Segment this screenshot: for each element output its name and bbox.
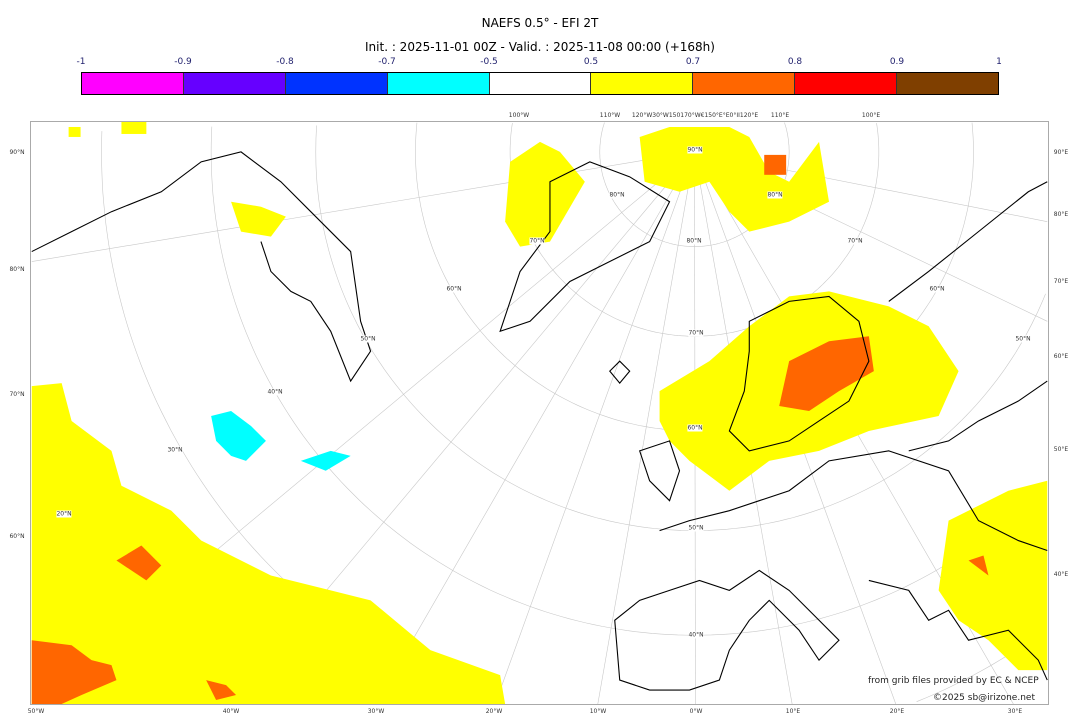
- colorbar-swatch: [693, 73, 796, 94]
- latitude-label: 70°N: [529, 237, 545, 245]
- latitude-label: 50°N: [688, 524, 704, 532]
- left-axis-label: 70°N: [9, 391, 25, 398]
- latitude-label: 40°N: [267, 388, 283, 396]
- latitude-label: 70°N: [847, 237, 863, 245]
- colorbar-swatch: [795, 73, 898, 94]
- right-axis-label: 50°E: [1053, 446, 1069, 453]
- meridian: [31, 151, 695, 262]
- latitude-label: 70°N: [688, 329, 704, 337]
- map-canvas: [31, 122, 1048, 704]
- colorbar-tick: -1: [76, 57, 86, 67]
- meridian: [375, 151, 695, 704]
- colorbar-swatch: [591, 73, 694, 94]
- colorbar-tick: 0.7: [685, 57, 701, 67]
- meridian: [597, 151, 695, 704]
- map-subtitle: Init. : 2025-11-01 00Z - Valid. : 2025-1…: [365, 40, 715, 54]
- latitude-label: 60°N: [929, 285, 945, 293]
- bottom-axis-label: 50°W: [27, 708, 45, 715]
- colorbar-swatch: [82, 73, 184, 94]
- right-axis-label: 80°E: [1053, 211, 1069, 218]
- latitude-label: 20°N: [56, 510, 72, 518]
- bottom-axis-label: 0°W: [689, 708, 703, 715]
- colorbar-tick: 0.8: [787, 57, 803, 67]
- top-axis-label: 120°W30°W150170°W€150°E°E0°II120°E: [631, 112, 759, 119]
- bottom-axis-label: 20°E: [889, 708, 905, 715]
- left-axis-label: 80°N: [9, 266, 25, 273]
- latitude-label: 50°N: [1015, 335, 1031, 343]
- bottom-axis-label: 30°W: [367, 708, 385, 715]
- latitude-label: 40°N: [688, 631, 704, 639]
- bottom-axis-label: 30°E: [1007, 708, 1023, 715]
- left-axis-label: 90°N: [9, 149, 25, 156]
- parallel: [210, 126, 1043, 636]
- colorbar-swatch: [489, 73, 592, 94]
- top-axis-label: 100°W: [508, 112, 530, 119]
- source-credit: from grib files provided by EC & NCEP: [868, 676, 1039, 686]
- bottom-axis-label: 10°W: [589, 708, 607, 715]
- top-axis-label: 110°E: [770, 112, 790, 119]
- right-axis-label: 90°E: [1053, 149, 1069, 156]
- efi-orange-areas: [31, 154, 989, 704]
- meridian: [494, 151, 695, 704]
- bottom-axis-label: 10°E: [785, 708, 801, 715]
- latitude-label: 80°N: [686, 237, 702, 245]
- map-title: NAEFS 0.5° - EFI 2T: [481, 16, 599, 30]
- latitude-label: 80°N: [767, 191, 783, 199]
- top-axis-label: 100°E: [861, 112, 881, 119]
- colorbar-swatch: [387, 73, 490, 94]
- colorbar-tick: 1: [996, 57, 1002, 67]
- colorbar-tick: -0.8: [276, 57, 294, 67]
- latitude-label: 90°N: [687, 146, 703, 154]
- latitude-label: 80°N: [609, 191, 625, 199]
- colorbar-tick: -0.9: [174, 57, 192, 67]
- parallel: [315, 125, 1046, 531]
- colorbar: [81, 72, 999, 95]
- bottom-axis-label: 20°W: [485, 708, 503, 715]
- colorbar-swatch: [897, 73, 999, 94]
- left-axis-label: 60°N: [9, 533, 25, 540]
- colorbar-swatch: [183, 73, 286, 94]
- bottom-axis-label: 40°W: [222, 708, 240, 715]
- colorbar-tick: -0.7: [378, 57, 396, 67]
- colorbar-swatch: [285, 73, 388, 94]
- map-area: [30, 121, 1049, 705]
- latitude-label: 50°N: [360, 335, 376, 343]
- right-axis-label: 60°E: [1053, 353, 1069, 360]
- colorbar-tick: 0.9: [889, 57, 905, 67]
- efi-yellow-areas: [31, 122, 1048, 704]
- colorbar-tick: -0.5: [480, 57, 498, 67]
- right-axis-label: 40°E: [1053, 571, 1069, 578]
- efi-cyan-areas: [211, 411, 351, 471]
- latitude-label: 30°N: [167, 446, 183, 454]
- top-axis-label: 110°W: [599, 112, 621, 119]
- colorbar-tick: 0.5: [583, 57, 599, 67]
- coastlines: [31, 151, 1048, 691]
- latitude-label: 60°N: [687, 424, 703, 432]
- copyright-credit: ©2025 sb@irizone.net: [933, 693, 1035, 703]
- latitude-label: 60°N: [446, 285, 462, 293]
- right-axis-label: 70°E: [1053, 278, 1069, 285]
